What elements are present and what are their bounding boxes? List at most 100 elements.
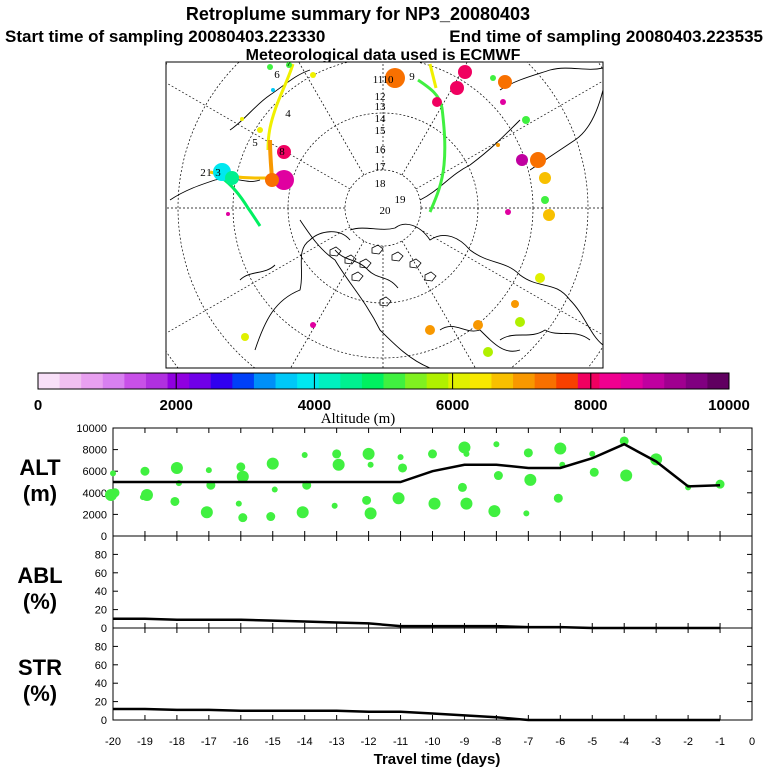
map-day-label: 13 [375, 101, 387, 113]
colorbar-swatch [318, 373, 341, 389]
colorbar-swatch [621, 373, 644, 389]
colorbar-swatch [210, 373, 233, 389]
panel-frame [112, 627, 753, 721]
colorbar-swatch [145, 373, 169, 389]
y-tick-label: 0 [101, 623, 107, 635]
colorbar-swatch [81, 373, 104, 389]
island-outline [391, 251, 404, 262]
cluster-point [589, 450, 596, 457]
colorbar-swatch [297, 373, 320, 389]
altitude-colorbar: 0 2000 4000 6000 8000 10000 [34, 372, 750, 414]
plume-cluster-circle [505, 209, 511, 215]
colorbar-swatch [577, 373, 600, 389]
colorbar-swatch [383, 373, 406, 389]
x-tick-label: -3 [651, 736, 661, 748]
colorbar-swatch [102, 373, 125, 389]
meridian-line [415, 226, 603, 336]
cluster-point [619, 436, 629, 446]
meridian-line [401, 240, 476, 368]
plume-cluster-circle [539, 172, 551, 184]
cluster-point [428, 497, 441, 510]
colorbar-tick-label: 8000 [574, 397, 607, 414]
coastline [334, 249, 399, 289]
cluster-point [110, 470, 116, 477]
map-day-label: 2 [200, 167, 206, 179]
cluster-point [524, 473, 537, 486]
colorbar-swatch [275, 373, 298, 389]
panel-ylabel-unit: (m) [23, 481, 57, 506]
panel-ylabel: ABL [17, 563, 62, 588]
plume-cluster-circle [225, 171, 239, 185]
coastline [419, 119, 521, 201]
cluster-point [392, 492, 405, 505]
y-tick-label: 60 [95, 568, 107, 580]
x-tick-label: -5 [587, 736, 597, 748]
y-tick-label: 0 [101, 715, 107, 727]
colorbar-swatch [556, 373, 579, 389]
plume-cluster-circle [271, 88, 275, 92]
island-outline [359, 258, 372, 269]
plume-cluster-circle [515, 317, 525, 327]
coastline [349, 223, 471, 251]
colorbar-swatch [124, 373, 147, 389]
cluster-point [493, 471, 503, 481]
cluster-point [488, 505, 501, 518]
str-fraction-line [113, 707, 721, 722]
cluster-point [458, 441, 471, 454]
colorbar-swatch [405, 373, 428, 389]
cluster-point [105, 488, 117, 501]
cluster-point [364, 507, 377, 520]
x-tick-label: -1 [715, 736, 725, 748]
plume-cluster-circle [274, 170, 294, 190]
x-tick-label: -9 [460, 736, 470, 748]
cluster-point [236, 470, 249, 483]
x-tick-label: -13 [329, 736, 345, 748]
x-tick-label: -14 [297, 736, 313, 748]
median-altitude-line [113, 442, 721, 488]
map-day-label: 1 [206, 167, 212, 179]
cluster-point [301, 452, 308, 458]
cluster-point [266, 512, 276, 522]
cluster-point [235, 500, 242, 507]
panel-ylabel-unit: (%) [23, 681, 57, 706]
plume-cluster-circle [483, 347, 493, 357]
map-day-label: 4 [285, 108, 291, 120]
map-day-label: 17 [375, 161, 387, 173]
plume-cluster-circle [310, 72, 316, 78]
colorbar-tick-label: 10000 [708, 397, 750, 414]
plume-cluster-circle [541, 196, 549, 204]
colorbar-swatch [232, 373, 255, 389]
colorbar-swatch [513, 373, 536, 389]
map-day-label: 11 [373, 74, 384, 86]
x-axis-label: Travel time (days) [374, 751, 501, 768]
x-tick-label: -4 [619, 736, 629, 748]
colorbar-swatch [340, 373, 363, 389]
map-day-label: 3 [215, 167, 221, 179]
colorbar-tick-label: 2000 [160, 397, 193, 414]
colorbar-swatch [167, 373, 190, 389]
x-tick-label: -20 [105, 736, 121, 748]
cluster-point [140, 466, 150, 476]
map-day-label: 15 [375, 125, 387, 137]
plume-cluster-circle [535, 273, 545, 283]
cluster-point [553, 493, 563, 503]
y-tick-label: 0 [101, 531, 107, 543]
cluster-point [398, 463, 408, 473]
map-day-label: 10 [383, 74, 395, 86]
plume-cluster-circle [267, 64, 273, 70]
x-tick-label: -18 [169, 736, 185, 748]
y-tick-label: 6000 [83, 466, 107, 478]
y-tick-label: 20 [95, 697, 107, 709]
meridian-line [298, 62, 365, 176]
abl-fraction-line [113, 617, 721, 630]
cluster-point [428, 449, 437, 459]
cluster-point [331, 502, 338, 509]
cluster-point [554, 442, 567, 455]
met-data-label: Meteorological data used is ECMWF [246, 47, 521, 64]
trajectory-yellow-2 [428, 63, 438, 89]
x-tick-label: -16 [233, 736, 249, 748]
x-tick-label: -8 [492, 736, 502, 748]
colorbar-frame [37, 372, 730, 390]
